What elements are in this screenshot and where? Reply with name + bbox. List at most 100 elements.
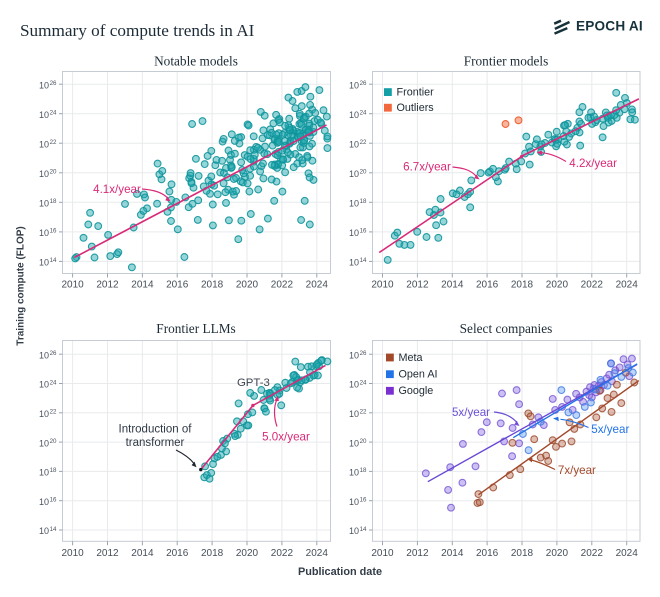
svg-text:10: 10 xyxy=(39,350,49,360)
svg-text:2010: 2010 xyxy=(61,280,84,291)
svg-text:2020: 2020 xyxy=(236,548,259,559)
svg-text:16: 16 xyxy=(360,228,367,235)
svg-text:Open AI: Open AI xyxy=(399,369,438,381)
svg-text:24: 24 xyxy=(50,379,57,386)
svg-text:2014: 2014 xyxy=(131,548,154,559)
svg-text:10: 10 xyxy=(349,438,359,448)
svg-text:10: 10 xyxy=(39,228,49,238)
svg-text:2020: 2020 xyxy=(546,280,569,291)
svg-text:Outliers: Outliers xyxy=(397,102,435,114)
svg-text:22: 22 xyxy=(50,409,57,416)
svg-text:18: 18 xyxy=(360,467,367,474)
svg-text:10: 10 xyxy=(349,409,359,419)
svg-text:10: 10 xyxy=(349,80,359,90)
svg-text:20: 20 xyxy=(360,438,367,445)
svg-text:10: 10 xyxy=(349,468,359,478)
svg-text:26: 26 xyxy=(360,350,367,357)
svg-text:2020: 2020 xyxy=(236,280,259,291)
svg-text:22: 22 xyxy=(360,409,367,416)
svg-text:10: 10 xyxy=(39,169,49,179)
svg-text:2016: 2016 xyxy=(166,548,189,559)
svg-text:26: 26 xyxy=(50,350,57,357)
svg-text:14: 14 xyxy=(50,257,57,264)
svg-text:26: 26 xyxy=(50,80,57,87)
svg-text:10: 10 xyxy=(349,258,359,268)
svg-text:2014: 2014 xyxy=(441,280,464,291)
svg-text:2020: 2020 xyxy=(546,548,569,559)
svg-text:Frontier LLMs: Frontier LLMs xyxy=(156,321,235,336)
svg-text:2018: 2018 xyxy=(511,280,534,291)
svg-text:2018: 2018 xyxy=(201,548,224,559)
svg-text:10: 10 xyxy=(39,80,49,90)
svg-text:24: 24 xyxy=(50,110,57,117)
svg-text:2012: 2012 xyxy=(406,548,429,559)
svg-text:2022: 2022 xyxy=(271,280,294,291)
svg-text:2014: 2014 xyxy=(131,280,154,291)
svg-text:10: 10 xyxy=(39,409,49,419)
svg-text:Frontier models: Frontier models xyxy=(464,54,549,69)
svg-text:18: 18 xyxy=(50,467,57,474)
svg-text:10: 10 xyxy=(349,497,359,507)
svg-text:5x/year: 5x/year xyxy=(452,406,490,419)
svg-text:Frontier: Frontier xyxy=(397,86,435,98)
svg-text:2022: 2022 xyxy=(271,548,294,559)
svg-text:10: 10 xyxy=(349,526,359,536)
svg-text:14: 14 xyxy=(360,526,367,533)
svg-text:2024: 2024 xyxy=(616,280,639,291)
svg-text:2024: 2024 xyxy=(616,548,639,559)
svg-text:2022: 2022 xyxy=(581,548,604,559)
svg-text:10: 10 xyxy=(349,110,359,120)
svg-text:Summary of compute trends in A: Summary of compute trends in AI xyxy=(20,21,255,40)
svg-text:10: 10 xyxy=(39,380,49,390)
svg-text:transformer: transformer xyxy=(126,437,185,449)
svg-text:24: 24 xyxy=(360,110,367,117)
svg-text:14: 14 xyxy=(50,526,57,533)
svg-text:2010: 2010 xyxy=(61,548,84,559)
svg-text:16: 16 xyxy=(50,497,57,504)
svg-text:20: 20 xyxy=(360,169,367,176)
svg-text:Publication date: Publication date xyxy=(298,566,382,578)
svg-text:16: 16 xyxy=(360,497,367,504)
svg-text:10: 10 xyxy=(39,139,49,149)
svg-text:Google: Google xyxy=(399,385,434,397)
svg-text:Introduction of: Introduction of xyxy=(119,423,193,435)
svg-text:18: 18 xyxy=(360,198,367,205)
svg-text:10: 10 xyxy=(39,258,49,268)
svg-text:2012: 2012 xyxy=(96,548,119,559)
svg-text:2012: 2012 xyxy=(96,280,119,291)
svg-text:2024: 2024 xyxy=(306,280,329,291)
svg-text:2012: 2012 xyxy=(406,280,429,291)
svg-text:10: 10 xyxy=(39,468,49,478)
svg-text:5x/year: 5x/year xyxy=(591,423,629,436)
svg-text:Training compute (FLOP): Training compute (FLOP) xyxy=(16,226,27,345)
svg-text:10: 10 xyxy=(349,350,359,360)
svg-text:2022: 2022 xyxy=(581,280,604,291)
svg-text:2010: 2010 xyxy=(371,280,394,291)
svg-text:22: 22 xyxy=(360,139,367,146)
svg-text:EPOCH AI: EPOCH AI xyxy=(576,19,643,34)
svg-text:20: 20 xyxy=(50,438,57,445)
svg-text:7x/year: 7x/year xyxy=(558,464,596,477)
svg-text:16: 16 xyxy=(50,228,57,235)
svg-text:26: 26 xyxy=(360,80,367,87)
svg-text:2014: 2014 xyxy=(441,548,464,559)
svg-text:4.2x/year: 4.2x/year xyxy=(569,157,617,170)
svg-text:18: 18 xyxy=(50,198,57,205)
svg-text:5.0x/year: 5.0x/year xyxy=(262,431,310,444)
svg-text:2016: 2016 xyxy=(476,280,499,291)
svg-text:10: 10 xyxy=(39,526,49,536)
svg-text:20: 20 xyxy=(50,169,57,176)
svg-text:2024: 2024 xyxy=(306,548,329,559)
svg-text:14: 14 xyxy=(360,257,367,264)
svg-text:Meta: Meta xyxy=(399,352,423,364)
svg-text:10: 10 xyxy=(349,199,359,209)
svg-text:24: 24 xyxy=(360,379,367,386)
svg-text:10: 10 xyxy=(349,169,359,179)
svg-text:10: 10 xyxy=(39,199,49,209)
svg-text:2018: 2018 xyxy=(511,548,534,559)
svg-text:6.7x/year: 6.7x/year xyxy=(403,160,451,173)
svg-text:Select companies: Select companies xyxy=(460,321,553,336)
svg-text:10: 10 xyxy=(39,110,49,120)
svg-text:10: 10 xyxy=(349,228,359,238)
svg-text:2016: 2016 xyxy=(476,548,499,559)
